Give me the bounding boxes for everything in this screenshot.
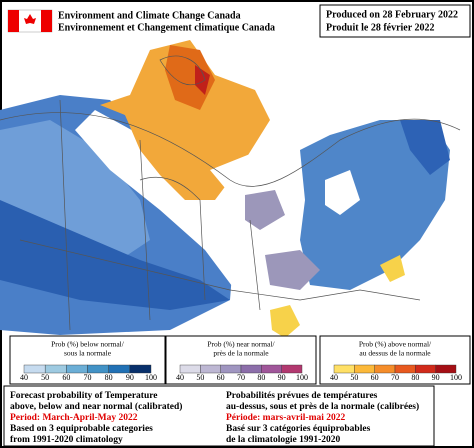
header-box [4, 4, 312, 36]
map [0, 40, 461, 338]
legend-tick: 90 [432, 373, 440, 382]
footer-en: Forecast probability of Temperature [10, 391, 158, 401]
legend-tick: 40 [330, 373, 338, 382]
footer-box [3, 385, 435, 447]
legend-swatch [129, 364, 152, 374]
footer: Forecast probability of Temperature abov… [3, 385, 435, 447]
legend-title: au dessus de la normale [359, 349, 431, 358]
legend-tick: 90 [278, 373, 286, 382]
legend-title: près de la normale [213, 349, 269, 358]
legend-swatch [108, 364, 131, 374]
legend-swatch [394, 364, 416, 374]
footer-period-en: Period: March-April-May 2022 [10, 413, 138, 423]
legend-swatch [281, 364, 303, 374]
legends: Prob (%) below normal/sous la normale 40 5… [9, 335, 471, 385]
agency-en: Environment and Climate Change Canada [58, 10, 241, 21]
footer-en: from 1991-2020 climatology [10, 435, 123, 445]
legend-tick: 100 [450, 373, 462, 382]
legend-tick: 50 [196, 373, 204, 382]
flag [7, 9, 53, 33]
legend-box [9, 335, 166, 385]
footer-en: above, below and near normal (calibrated… [10, 401, 182, 412]
legend-swatch [240, 364, 262, 374]
legend-tick: 100 [145, 373, 157, 382]
legend-swatch [333, 364, 355, 374]
footer-fr: Probabilités prévues de températures [226, 391, 378, 401]
legend-tick: 60 [62, 373, 70, 382]
legend-title: Prob (%) below normal/ [51, 340, 125, 349]
footer-period-fr: Période: mars-avril-mai 2022 [226, 413, 345, 423]
agency-fr: Environnement et Changement climatique C… [58, 22, 275, 33]
legend-tick: 60 [371, 373, 379, 382]
legend-tick: 100 [296, 373, 308, 382]
legend-title: sous la normale [64, 349, 112, 358]
legend-swatch [435, 364, 457, 374]
legend-tick: 60 [217, 373, 225, 382]
legend-tick: 70 [237, 373, 245, 382]
legend-swatch [200, 364, 221, 374]
produced-en: Produced on 28 February 2022 [326, 9, 458, 20]
legend-swatch [374, 364, 396, 374]
legend-tick: 40 [176, 373, 184, 382]
legend-tick: 50 [350, 373, 358, 382]
legend-box [319, 335, 471, 385]
footer-fr: au-dessus, sous et près de la normale (c… [226, 401, 419, 412]
legend-tick: 70 [84, 373, 92, 382]
legend-swatch [44, 364, 67, 374]
legend-title: Prob (%) near normal/ [207, 340, 275, 349]
legend-swatch [261, 364, 282, 374]
legend-swatch [66, 364, 88, 374]
produced-fr: Produit le 28 février 2022 [326, 22, 435, 33]
header: Environment and Climate Change Canada En… [4, 4, 471, 38]
legend-swatch [415, 364, 436, 374]
produced-box [319, 4, 471, 38]
legend-tick: 80 [257, 373, 265, 382]
legend-title: Prob (%) above normal/ [359, 340, 432, 349]
legend-tick: 70 [391, 373, 399, 382]
legend-swatch [354, 364, 375, 374]
footer-fr: Basé sur 3 catégories équiprobables [226, 424, 371, 434]
legend-swatch [220, 364, 242, 374]
legend-box [165, 335, 317, 385]
legend-tick: 90 [126, 373, 134, 382]
legend-tick: 80 [411, 373, 419, 382]
legend-tick: 50 [41, 373, 49, 382]
footer-en: Based on 3 equiprobable categories [10, 424, 153, 434]
legend-swatch [23, 364, 46, 374]
footer-fr: de la climatologie 1991-2020 [226, 435, 340, 445]
legend-swatch [179, 364, 201, 374]
legend-swatch [87, 364, 109, 374]
legend-tick: 40 [20, 373, 28, 382]
legend-tick: 80 [105, 373, 113, 382]
